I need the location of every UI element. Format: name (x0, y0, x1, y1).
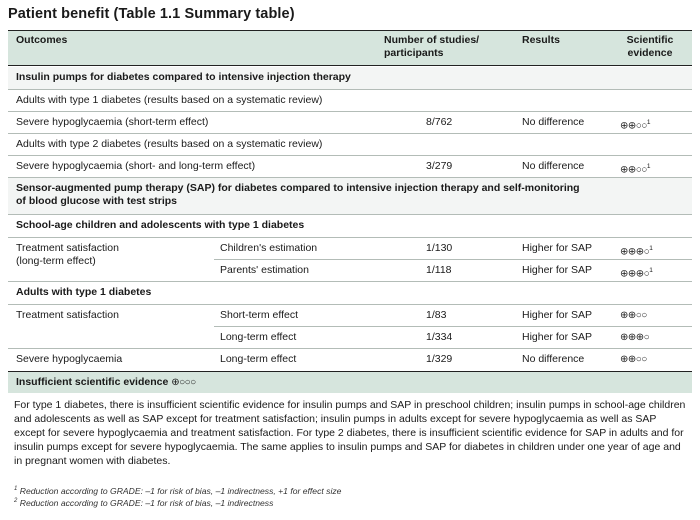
group-adults-type1-review: Adults with type 1 diabetes (results bas… (8, 90, 692, 111)
row7-sub: Long-term effect (220, 353, 297, 365)
section-sap-line1: Sensor-augmented pump therapy (SAP) for … (16, 182, 580, 194)
header-studies: Number of studies/ participants (384, 34, 479, 60)
row3-outcome: Treatment satisfaction (long-term effect… (16, 242, 119, 268)
section-sap-line2: of blood glucose with test strips (16, 195, 178, 207)
header-results: Results (522, 34, 560, 46)
row3-evidence: ⊕⊕⊕○1 (620, 242, 653, 258)
divider (8, 155, 692, 156)
footnote-2-mark: 2 (14, 498, 18, 504)
row1-outcome: Severe hypoglycaemia (short-term effect) (16, 116, 209, 128)
row6-studies: 1/334 (426, 331, 453, 343)
header-evidence-line1: Scientific (626, 34, 674, 46)
row1-evidence: ⊕⊕○○1 (620, 116, 650, 132)
row1-evidence-note: 1 (646, 119, 651, 126)
row7-studies: 1/329 (426, 353, 453, 365)
page-title: Patient benefit (Table 1.1 Summary table… (8, 6, 295, 22)
divider (214, 326, 692, 327)
header-outcomes: Outcomes (16, 34, 68, 46)
table-header: Outcomes Number of studies/ participants… (8, 30, 692, 66)
divider (8, 371, 692, 372)
row2-evidence-symbols: ⊕⊕○○ (620, 164, 647, 176)
row3-outcome-line1: Treatment satisfaction (16, 242, 119, 254)
row6-evidence: ⊕⊕⊕○ (620, 332, 650, 343)
row7-outcome: Severe hypoglycaemia (16, 353, 123, 365)
footnote-1-text: Reduction according to GRADE: –1 for ris… (19, 485, 342, 496)
group-adults-type2-review-label: Adults with type 2 diabetes (results bas… (16, 138, 323, 150)
row1-studies: 8/762 (426, 116, 453, 128)
row3-sub: Children's estimation (220, 242, 318, 254)
row3-result: Higher for SAP (522, 242, 593, 254)
table-row: Severe hypoglycaemia (short- and long-te… (8, 156, 692, 177)
row6-sub: Long-term effect (220, 331, 297, 343)
group-children: School-age children and adolescents with… (8, 215, 692, 237)
table-row: Severe hypoglycaemia (short-term effect)… (8, 112, 692, 133)
row5-sub: Short-term effect (220, 309, 299, 321)
section-insulin-pumps-label: Insulin pumps for diabetes compared to i… (16, 71, 351, 83)
row6-result: Higher for SAP (522, 331, 593, 343)
header-studies-line1: Number of studies/ (384, 34, 480, 46)
group-children-label: School-age children and adolescents with… (16, 219, 305, 231)
row4-result: Higher for SAP (522, 264, 593, 276)
row3-studies: 1/130 (426, 242, 453, 254)
divider (8, 281, 692, 282)
row7-result: No difference (522, 353, 585, 365)
row7-evidence: ⊕⊕○○ (620, 354, 647, 365)
divider (8, 348, 692, 349)
section-sap: Sensor-augmented pump therapy (SAP) for … (8, 178, 692, 214)
row5-studies: 1/83 (426, 309, 447, 321)
section-insulin-pumps: Insulin pumps for diabetes compared to i… (8, 67, 692, 89)
row2-result: No difference (522, 160, 585, 172)
divider (8, 111, 692, 112)
row1-result: No difference (522, 116, 585, 128)
row4-sub: Parents' estimation (220, 264, 309, 276)
row5-evidence: ⊕⊕○○ (620, 310, 647, 321)
row4-evidence-symbols: ⊕⊕⊕○ (620, 268, 650, 280)
summary-paragraph: For type 1 diabetes, there is insufficie… (14, 399, 686, 467)
row2-evidence: ⊕⊕○○1 (620, 160, 650, 176)
row3-evidence-note: 1 (649, 245, 653, 252)
row2-evidence-note: 1 (646, 163, 651, 170)
group-adults-type1-label: Adults with type 1 diabetes (16, 286, 152, 298)
footnote-1-mark: 1 (14, 486, 18, 492)
header-studies-line2: participants (384, 47, 444, 59)
row2-outcome: Severe hypoglycaemia (short- and long-te… (16, 160, 256, 172)
insufficient-evidence-symbols: ⊕○○○ (171, 377, 196, 388)
footnote-2: 2 Reduction according to GRADE: –1 for r… (14, 496, 273, 509)
header-evidence-line2: evidence (627, 47, 673, 59)
group-adults-type1: Adults with type 1 diabetes (8, 282, 692, 304)
row3-evidence-symbols: ⊕⊕⊕○ (620, 246, 650, 258)
group-adults-type2-review: Adults with type 2 diabetes (results bas… (8, 134, 692, 155)
row4-studies: 1/118 (426, 264, 452, 276)
footnote-1: 1 Reduction according to GRADE: –1 for r… (14, 484, 341, 497)
divider (8, 237, 692, 238)
row4-evidence-note: 1 (649, 267, 653, 274)
divider (8, 177, 692, 178)
row5-outcome: Treatment satisfaction (16, 309, 119, 321)
divider (8, 214, 692, 215)
row2-studies: 3/279 (426, 160, 453, 172)
insufficient-evidence-label: Insufficient scientific evidence ⊕○○○ (16, 376, 196, 389)
footnote-2-text: Reduction according to GRADE: –1 for ris… (19, 497, 274, 508)
divider (8, 133, 692, 134)
insufficient-evidence-text: Insufficient scientific evidence (16, 376, 169, 388)
section-sap-label: Sensor-augmented pump therapy (SAP) for … (16, 182, 580, 208)
divider (8, 304, 692, 305)
insufficient-evidence-bar: Insufficient scientific evidence ⊕○○○ (8, 372, 692, 393)
header-evidence: Scientific evidence (620, 34, 680, 60)
row1-evidence-symbols: ⊕⊕○○ (620, 120, 647, 132)
row5-result: Higher for SAP (522, 309, 593, 321)
row3-outcome-line2: (long-term effect) (16, 255, 96, 267)
divider (214, 259, 692, 260)
group-adults-type1-review-label: Adults with type 1 diabetes (results bas… (16, 94, 323, 106)
row4-evidence: ⊕⊕⊕○1 (620, 264, 653, 280)
divider (8, 89, 692, 90)
